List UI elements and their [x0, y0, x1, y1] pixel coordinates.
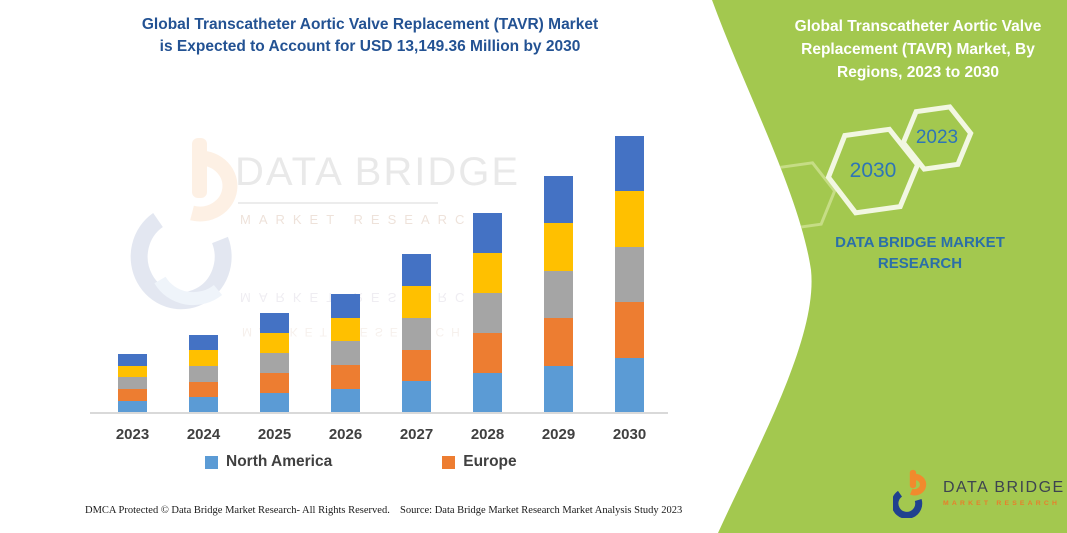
brand-name-line-2: RESEARCH [877, 255, 963, 272]
bar-segment-unlabeled-darkblue-2028 [473, 213, 502, 254]
bar-segment-unlabeled-darkblue-2024 [189, 334, 218, 351]
stacked-bar-2025 [260, 312, 289, 413]
right-title-line-2: Replacement (TAVR) Market, By [801, 41, 1035, 58]
bar-segment-europe-2028 [473, 333, 502, 374]
bar-column-2027 [381, 136, 452, 413]
bar-segment-unlabeled-gray-2029 [544, 270, 573, 319]
x-axis-label-2029: 2029 [541, 426, 576, 443]
x-axis-line [90, 412, 668, 414]
bar-column-2028 [452, 136, 523, 413]
bar-column-2025 [239, 136, 310, 413]
bar-segment-unlabeled-yellow-2027 [402, 286, 431, 318]
right-title-line-3: Regions, 2023 to 2030 [837, 64, 999, 81]
bar-column-2029 [523, 136, 594, 413]
legend-label-north-america: North America [226, 453, 333, 470]
bar-segment-unlabeled-darkblue-2025 [260, 312, 289, 333]
bar-segment-north-america-2023 [118, 401, 147, 413]
brand-name-line-1: DATA BRIDGE MARKET [835, 234, 1005, 251]
x-axis-label-2026: 2026 [328, 426, 363, 443]
x-axis-labels: 2023 2024 2025 2026 2027 2028 2029 2030 [97, 426, 665, 443]
bar-segment-unlabeled-gray-2026 [331, 341, 360, 366]
bar-segment-unlabeled-gray-2025 [260, 352, 289, 373]
bar-segment-unlabeled-yellow-2029 [544, 223, 573, 271]
europe-swatch-icon [442, 455, 456, 469]
stacked-bar-2026 [331, 293, 360, 413]
bar-column-2026 [310, 136, 381, 413]
logo-text: DATA BRIDGE MARKET RESEARCH [943, 479, 1065, 507]
stacked-bar-2028 [473, 213, 502, 413]
bar-segment-europe-2029 [544, 318, 573, 366]
bar-segment-unlabeled-darkblue-2030 [615, 136, 644, 192]
bar-segment-unlabeled-darkblue-2023 [118, 353, 147, 366]
bar-segment-north-america-2024 [189, 397, 218, 413]
hexagon-2030-label: 2030 [849, 159, 897, 182]
bar-segment-unlabeled-yellow-2028 [473, 253, 502, 294]
x-axis-label-2028: 2028 [470, 426, 505, 443]
x-axis-label-2030: 2030 [612, 426, 647, 443]
legend-label-europe: Europe [463, 453, 517, 470]
bar-segment-unlabeled-gray-2027 [402, 317, 431, 350]
dmca-notice: DMCA Protected © Data Bridge Market Rese… [85, 505, 390, 516]
logo-title: DATA BRIDGE [943, 479, 1065, 496]
bar-segment-unlabeled-gray-2030 [615, 246, 644, 303]
bar-column-2030 [594, 136, 665, 413]
bar-segment-unlabeled-yellow-2025 [260, 332, 289, 353]
x-axis-label-2023: 2023 [115, 426, 150, 443]
hexagon-2030 [825, 126, 921, 216]
logo-subtitle: MARKET RESEARCH [943, 500, 1061, 507]
x-axis-label-2025: 2025 [257, 426, 292, 443]
green-panel-shape [712, 0, 1067, 533]
stacked-bar-chart [97, 136, 665, 413]
right-title-line-1: Global Transcatheter Aortic Valve [794, 18, 1042, 35]
brand-name: DATA BRIDGE MARKET RESEARCH [790, 232, 1050, 274]
right-panel-title: Global Transcatheter Aortic Valve Replac… [775, 15, 1061, 84]
hexagon-2023 [900, 104, 974, 172]
stacked-bar-2029 [544, 176, 573, 413]
bar-segment-north-america-2029 [544, 365, 573, 413]
hexagon-2023-label: 2023 [915, 127, 959, 148]
bar-segment-unlabeled-gray-2024 [189, 365, 218, 382]
page-title-line-2: is Expected to Account for USD 13,149.36… [159, 38, 581, 55]
bar-segment-unlabeled-darkblue-2027 [402, 254, 431, 287]
bar-segment-unlabeled-gray-2028 [473, 293, 502, 334]
bar-segment-unlabeled-darkblue-2029 [544, 176, 573, 224]
bar-segment-north-america-2030 [615, 357, 644, 413]
legend-item-europe: Europe [442, 453, 517, 471]
bar-segment-unlabeled-yellow-2030 [615, 191, 644, 247]
bar-segment-europe-2027 [402, 349, 431, 382]
page-title-line-1: Global Transcatheter Aortic Valve Replac… [141, 16, 599, 33]
bar-column-2023 [97, 136, 168, 413]
north-america-swatch-icon [205, 455, 218, 469]
bar-segment-unlabeled-yellow-2024 [189, 350, 218, 366]
stacked-bar-2023 [118, 353, 147, 413]
data-bridge-logo-icon [893, 469, 927, 518]
bar-segment-north-america-2028 [473, 373, 502, 413]
bar-segment-europe-2023 [118, 389, 147, 402]
bar-segment-unlabeled-gray-2023 [118, 377, 147, 390]
bar-segment-north-america-2026 [331, 389, 360, 413]
stacked-bar-2030 [615, 136, 644, 413]
bar-segment-unlabeled-darkblue-2026 [331, 293, 360, 318]
bar-segment-europe-2024 [189, 381, 218, 398]
x-axis-label-2027: 2027 [399, 426, 434, 443]
stacked-bar-2024 [189, 334, 218, 413]
bar-segment-europe-2025 [260, 372, 289, 393]
bar-column-2024 [168, 136, 239, 413]
source-note: Source: Data Bridge Market Research Mark… [400, 505, 683, 516]
bar-segment-unlabeled-yellow-2023 [118, 365, 147, 378]
bar-segment-europe-2030 [615, 302, 644, 358]
page-title: Global Transcatheter Aortic Valve Replac… [40, 14, 700, 58]
bar-segment-north-america-2027 [402, 381, 431, 413]
chart-legend: North America Europe [205, 453, 517, 471]
bar-segment-europe-2026 [331, 365, 360, 390]
stacked-bar-2027 [402, 254, 431, 413]
legend-item-north-america: North America [205, 453, 332, 471]
x-axis-label-2024: 2024 [186, 426, 221, 443]
bar-segment-north-america-2025 [260, 392, 289, 413]
bar-segment-unlabeled-yellow-2026 [331, 317, 360, 342]
company-logo: DATA BRIDGE MARKET RESEARCH [893, 468, 1065, 518]
